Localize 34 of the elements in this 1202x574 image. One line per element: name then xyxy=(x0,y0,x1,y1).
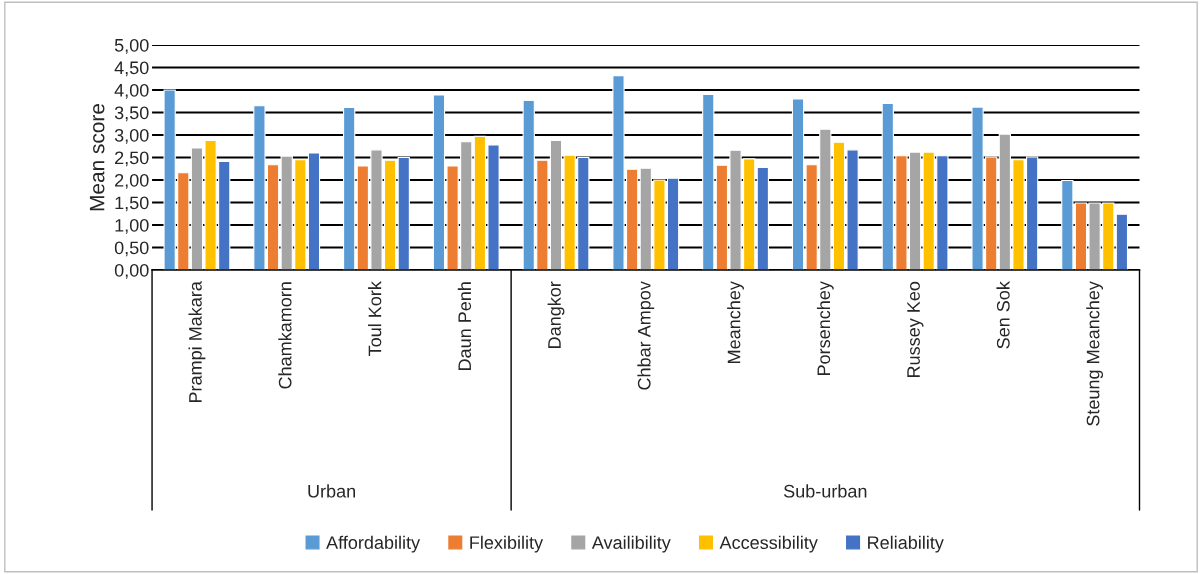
x-tick-label: Dangkor xyxy=(547,281,565,348)
legend-label: Availibility xyxy=(591,535,671,553)
x-tick-label: Chamkamorn xyxy=(278,282,292,389)
bar xyxy=(702,93,715,271)
bar xyxy=(397,156,410,271)
legend-label: Flexibility xyxy=(470,535,544,553)
x-tick-label: Porsenchey xyxy=(816,281,834,375)
x-tick-label: Prampi Makara xyxy=(188,281,206,403)
y-tick-label: 1,00 xyxy=(115,218,149,234)
x-tick-label: Meanchey xyxy=(727,281,744,363)
y-tick-label: 2,50 xyxy=(115,151,149,167)
bar xyxy=(756,166,769,271)
legend-label: Accessibility xyxy=(719,535,818,553)
x-tick-label: Daun Penh xyxy=(457,282,472,370)
y-tick-label: 2,00 xyxy=(115,173,149,189)
text: Urban xyxy=(308,484,356,498)
y-tick-label: 5,00 xyxy=(114,38,149,54)
y-axis-title: Mean score xyxy=(89,104,105,211)
legend-label: Reliability xyxy=(868,535,944,553)
y-tick-label: 1,50 xyxy=(115,196,149,212)
y-tick-label: 4,50 xyxy=(114,61,149,77)
y-tick-label: 4,00 xyxy=(114,83,149,99)
x-tick-label: Russey Keo xyxy=(907,281,924,377)
bar xyxy=(343,106,356,271)
legend-label: Affordability xyxy=(326,535,421,553)
y-tick-label: 0,00 xyxy=(114,263,149,279)
text: Sub-urban xyxy=(783,484,867,498)
y-tick-label: 3,00 xyxy=(114,128,149,144)
x-tick-label: Steung Meanchey xyxy=(1086,281,1104,426)
x-tick-label: Toul Kork xyxy=(368,281,382,356)
x-tick-label: Chbar Ampov xyxy=(637,281,655,390)
y-tick-label: 0,50 xyxy=(114,241,149,257)
y-tick-label: 3,50 xyxy=(114,106,149,122)
x-tick-label: Sen Sok xyxy=(996,281,1010,349)
